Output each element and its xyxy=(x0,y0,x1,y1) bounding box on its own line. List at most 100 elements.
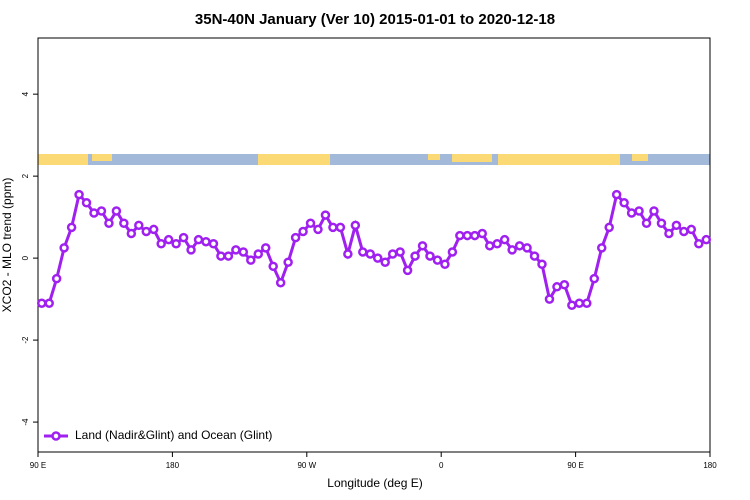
data-point xyxy=(104,218,114,229)
data-point xyxy=(664,228,674,239)
x-axis-label: Longitude (deg E) xyxy=(327,476,422,490)
data-point xyxy=(529,251,540,261)
data-point xyxy=(514,241,525,251)
chart-title: 35N-40N January (Ver 10) 2015-01-01 to 2… xyxy=(195,11,555,28)
data-point xyxy=(298,226,308,237)
y-tick-label: -4 xyxy=(21,418,30,426)
x-tick-label: 90 E xyxy=(567,461,583,470)
data-point xyxy=(126,228,137,239)
data-point xyxy=(275,277,286,288)
data-point xyxy=(596,243,607,253)
data-point xyxy=(313,224,323,235)
data-point xyxy=(111,206,122,216)
data-point xyxy=(402,265,413,276)
data-point xyxy=(567,300,577,311)
legend-marker xyxy=(51,431,61,441)
data-point xyxy=(432,255,443,265)
x-tick-label: 90 W xyxy=(297,461,316,470)
data-point xyxy=(148,224,159,235)
data-point xyxy=(626,208,637,218)
data-point xyxy=(694,239,704,249)
data-point xyxy=(186,245,196,255)
data-point xyxy=(387,249,398,259)
data-point xyxy=(417,241,428,251)
data-point xyxy=(395,247,405,257)
data-point xyxy=(358,247,368,257)
data-point xyxy=(283,257,293,267)
data-point xyxy=(559,280,570,290)
x-tick-label: 90 E xyxy=(30,461,46,470)
data-point xyxy=(238,247,249,257)
data-point xyxy=(51,273,62,284)
y-tick-label: 0 xyxy=(21,255,30,260)
data-point xyxy=(552,282,562,292)
data-point xyxy=(686,224,697,235)
data-point xyxy=(462,230,473,241)
data-point xyxy=(290,232,301,243)
data-point xyxy=(522,243,532,253)
data-point xyxy=(335,222,346,233)
data-point xyxy=(44,298,54,308)
data-point xyxy=(231,245,241,255)
data-point xyxy=(193,234,204,245)
data-point xyxy=(156,239,166,249)
data-point xyxy=(499,234,510,245)
data-point xyxy=(350,220,361,231)
data-point xyxy=(447,247,458,257)
data-point xyxy=(604,222,614,233)
data-point xyxy=(171,239,181,249)
data-point xyxy=(679,226,689,237)
data-point xyxy=(425,251,435,261)
data-point xyxy=(141,226,152,237)
data-point xyxy=(89,208,99,218)
data-point xyxy=(163,234,174,245)
land-ocean-strip xyxy=(38,154,710,165)
data-point xyxy=(253,249,264,259)
data-point xyxy=(59,243,69,253)
data-point xyxy=(544,294,555,304)
data-point xyxy=(507,245,517,255)
data-point xyxy=(589,273,600,284)
data-point xyxy=(410,251,420,261)
x-tick-label: 180 xyxy=(166,461,180,470)
data-point xyxy=(66,222,77,233)
data-point xyxy=(634,206,644,216)
y-axis-label: XCO2 - MLO trend (ppm) xyxy=(0,178,14,313)
data-point xyxy=(343,249,353,259)
data-point xyxy=(440,259,450,270)
data-point xyxy=(537,259,547,270)
x-tick-label: 0 xyxy=(439,461,444,470)
data-point xyxy=(470,230,480,241)
data-point xyxy=(649,206,659,216)
plot-frame xyxy=(37,37,711,453)
data-point xyxy=(260,243,271,253)
data-point xyxy=(268,261,278,272)
data-point xyxy=(492,239,502,249)
data-point xyxy=(305,218,316,229)
data-point xyxy=(671,220,682,231)
data-point xyxy=(641,218,652,229)
y-tick-label: -2 xyxy=(21,336,30,344)
data-point xyxy=(477,228,488,239)
data-point xyxy=(201,236,211,247)
data-point xyxy=(216,251,226,261)
data-point xyxy=(365,249,376,259)
data-point xyxy=(611,189,622,200)
data-point xyxy=(455,230,465,241)
y-tick-label: 4 xyxy=(21,91,30,96)
data-point xyxy=(656,218,667,229)
data-point xyxy=(81,198,92,208)
data-point xyxy=(328,222,338,233)
data-point xyxy=(380,257,390,267)
data-point xyxy=(701,234,712,245)
data-point xyxy=(372,253,383,263)
data-point xyxy=(134,220,144,231)
data-point xyxy=(223,251,234,261)
data-point xyxy=(246,255,256,265)
y-tick-label: 2 xyxy=(21,173,30,178)
data-point xyxy=(36,298,47,308)
data-point xyxy=(582,298,592,308)
data-point xyxy=(119,218,129,229)
data-point xyxy=(96,206,107,216)
series-line xyxy=(41,191,707,308)
